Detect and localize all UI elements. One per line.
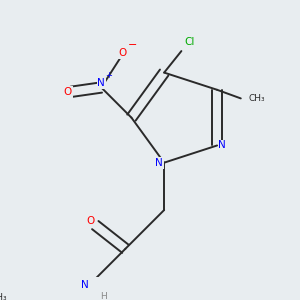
Text: +: + xyxy=(106,71,112,80)
Text: N: N xyxy=(81,280,88,290)
Text: O: O xyxy=(119,48,127,58)
Text: N: N xyxy=(98,78,105,88)
Text: O: O xyxy=(87,216,95,226)
Text: Cl: Cl xyxy=(185,38,195,47)
Text: N: N xyxy=(155,158,163,168)
Text: CH₃: CH₃ xyxy=(249,94,266,103)
Text: O: O xyxy=(64,87,72,97)
Text: CH₃: CH₃ xyxy=(0,293,8,300)
Text: H: H xyxy=(100,292,106,300)
Text: −: − xyxy=(128,40,137,50)
Text: N: N xyxy=(218,140,226,151)
